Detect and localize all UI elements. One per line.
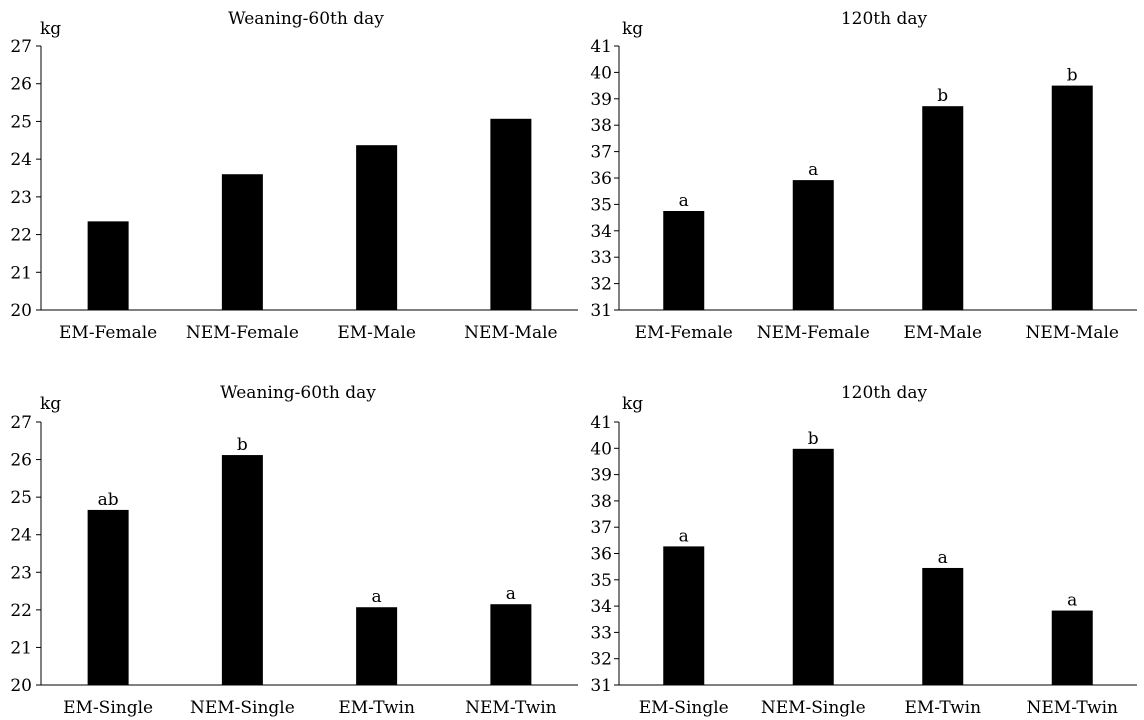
y-tick-label: 37 (590, 518, 612, 538)
y-tick-label: 35 (590, 195, 612, 215)
y-tick-label: 36 (590, 169, 612, 189)
significance-label: a (679, 526, 689, 546)
y-tick-label: 20 (10, 676, 32, 696)
bar (792, 180, 834, 310)
chart-panel-sex-weaning: Weaning-60th day kg 20 21 22 23 24 25 26 27 EM-F… (10, 9, 578, 343)
x-category-label: NEM-Twin (1027, 698, 1119, 718)
y-tick-label: 23 (10, 188, 32, 208)
bar (922, 106, 964, 310)
x-category-label: EM-Twin (338, 698, 415, 718)
significance-label: b (937, 86, 948, 106)
x-category-label: EM-Female (59, 323, 157, 343)
y-tick-label: 25 (10, 488, 32, 508)
bar (221, 174, 263, 310)
chart-title: Weaning-60th day (228, 9, 384, 29)
y-tick-label: 22 (10, 226, 32, 246)
x-category-label: EM-Male (903, 323, 982, 343)
chart-panel-birth-type-weaning: Weaning-60th day kg 20 21 22 23 24 25 26 27 EM-S… (10, 383, 578, 718)
significance-label: a (938, 548, 948, 568)
y-axis-unit: kg (40, 394, 61, 414)
y-axis-unit: kg (622, 19, 643, 39)
significance-label: a (1067, 591, 1077, 611)
chart-title: 120th day (841, 9, 928, 29)
y-tick-label: 38 (590, 116, 612, 136)
x-category-label: NEM-Single (190, 698, 295, 718)
x-category-label: NEM-Male (1026, 323, 1119, 343)
chart-panel-sex-120th: 120th day kg 31 32 33 34 35 36 37 38 39 40 41 EM-Fe… (590, 9, 1137, 343)
bar (1051, 85, 1093, 310)
y-tick-label: 24 (10, 150, 32, 170)
y-tick-label: 32 (590, 650, 612, 670)
y-tick-label: 27 (10, 413, 32, 433)
bar (87, 509, 129, 685)
y-tick-label: 36 (590, 545, 612, 565)
x-category-label: EM-Female (635, 323, 733, 343)
y-axis-unit: kg (40, 19, 61, 39)
bar (490, 604, 532, 685)
significance-label: b (808, 429, 819, 449)
x-category-label: EM-Twin (904, 698, 981, 718)
y-tick-label: 22 (10, 601, 32, 621)
y-tick-label: 20 (10, 301, 32, 321)
bar (922, 567, 964, 685)
chart-panel-birth-type-120th: 120th day kg 31 32 33 34 35 36 37 38 39 40 41 EM-Si… (590, 383, 1137, 718)
y-tick-label: 40 (590, 439, 612, 459)
x-category-label: NEM-Male (464, 323, 557, 343)
y-axis-unit: kg (622, 394, 643, 414)
y-tick-label: 38 (590, 492, 612, 512)
bar (221, 455, 263, 685)
y-tick-label: 39 (590, 90, 612, 110)
x-category-label: EM-Male (337, 323, 416, 343)
x-category-label: NEM-Single (761, 698, 866, 718)
significance-label: a (506, 584, 516, 604)
x-category-label: EM-Single (639, 698, 729, 718)
y-tick-label: 33 (590, 248, 612, 268)
y-tick-label: 39 (590, 466, 612, 486)
y-tick-label: 24 (10, 526, 32, 546)
significance-label: a (808, 160, 818, 180)
y-tick-label: 31 (590, 301, 612, 321)
y-tick-label: 26 (10, 75, 32, 95)
y-tick-label: 41 (590, 413, 612, 433)
y-tick-label: 34 (590, 222, 612, 242)
bar (356, 607, 398, 685)
x-category-label: NEM-Female (757, 323, 870, 343)
y-tick-label: 37 (590, 143, 612, 163)
bar (663, 546, 705, 685)
y-tick-label: 31 (590, 676, 612, 696)
y-tick-label: 41 (590, 37, 612, 57)
x-category-label: NEM-Female (186, 323, 299, 343)
significance-label: b (237, 435, 248, 455)
significance-label: a (372, 587, 382, 607)
significance-label: b (1067, 66, 1078, 86)
y-tick-label: 40 (590, 63, 612, 83)
bar (356, 145, 398, 310)
x-category-label: EM-Single (63, 698, 153, 718)
chart-title: Weaning-60th day (220, 383, 376, 403)
y-tick-label: 21 (10, 263, 32, 283)
y-tick-label: 25 (10, 112, 32, 132)
y-tick-label: 35 (590, 571, 612, 591)
y-tick-label: 34 (590, 597, 612, 617)
bar (490, 118, 532, 310)
y-tick-label: 26 (10, 451, 32, 471)
bar (792, 448, 834, 685)
significance-label: ab (98, 490, 119, 510)
chart-title: 120th day (841, 383, 928, 403)
bar (1051, 610, 1093, 685)
bar (663, 211, 705, 310)
y-tick-label: 27 (10, 37, 32, 57)
y-tick-label: 23 (10, 563, 32, 583)
y-tick-label: 21 (10, 638, 32, 658)
y-tick-label: 33 (590, 623, 612, 643)
y-tick-label: 32 (590, 275, 612, 295)
x-category-label: NEM-Twin (465, 698, 557, 718)
significance-label: a (679, 191, 689, 211)
bar (87, 221, 129, 310)
